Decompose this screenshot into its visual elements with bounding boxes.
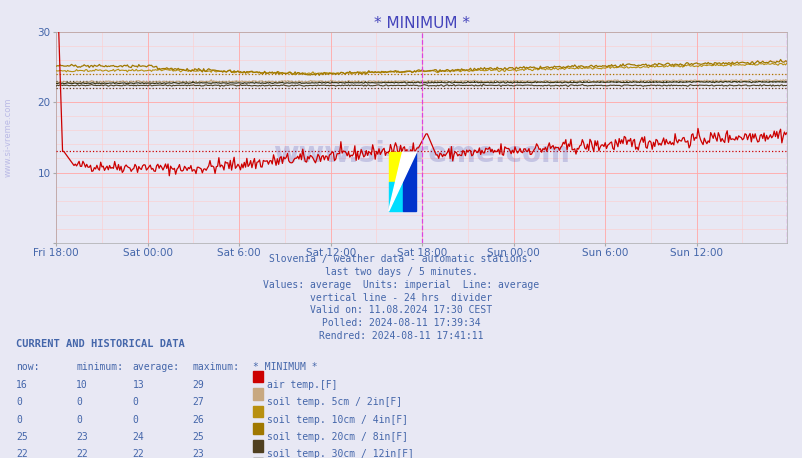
Bar xyxy=(388,182,402,211)
Text: now:: now: xyxy=(16,362,39,372)
Text: 25: 25 xyxy=(192,432,205,442)
Text: 0: 0 xyxy=(16,414,22,425)
Text: * MINIMUM *: * MINIMUM * xyxy=(253,362,317,372)
Text: last two days / 5 minutes.: last two days / 5 minutes. xyxy=(325,267,477,277)
Text: 0: 0 xyxy=(76,414,82,425)
Text: 0: 0 xyxy=(16,397,22,407)
Text: 22: 22 xyxy=(76,449,88,458)
Text: www.si-vreme.com: www.si-vreme.com xyxy=(3,98,13,177)
Text: Valid on: 11.08.2024 17:30 CEST: Valid on: 11.08.2024 17:30 CEST xyxy=(310,305,492,316)
Text: average:: average: xyxy=(132,362,180,372)
Text: 23: 23 xyxy=(76,432,88,442)
Text: Values: average  Units: imperial  Line: average: Values: average Units: imperial Line: av… xyxy=(263,280,539,290)
Bar xyxy=(402,152,416,211)
Text: 23: 23 xyxy=(192,449,205,458)
Text: soil temp. 5cm / 2in[F]: soil temp. 5cm / 2in[F] xyxy=(267,397,402,407)
Text: vertical line - 24 hrs  divider: vertical line - 24 hrs divider xyxy=(310,293,492,303)
Text: soil temp. 20cm / 8in[F]: soil temp. 20cm / 8in[F] xyxy=(267,432,408,442)
Text: minimum:: minimum: xyxy=(76,362,124,372)
Text: 25: 25 xyxy=(16,432,28,442)
Text: 26: 26 xyxy=(192,414,205,425)
Text: www.si-vreme.com: www.si-vreme.com xyxy=(273,140,569,168)
Text: 0: 0 xyxy=(132,414,138,425)
Text: 24: 24 xyxy=(132,432,144,442)
Text: CURRENT AND HISTORICAL DATA: CURRENT AND HISTORICAL DATA xyxy=(16,338,184,349)
Text: 10: 10 xyxy=(76,380,88,390)
Text: 0: 0 xyxy=(76,397,82,407)
Text: 22: 22 xyxy=(16,449,28,458)
Text: 29: 29 xyxy=(192,380,205,390)
Bar xyxy=(388,152,402,182)
Polygon shape xyxy=(388,152,416,211)
Text: 22: 22 xyxy=(132,449,144,458)
Text: soil temp. 10cm / 4in[F]: soil temp. 10cm / 4in[F] xyxy=(267,414,408,425)
Title: * MINIMUM *: * MINIMUM * xyxy=(373,16,469,31)
Text: Polled: 2024-08-11 17:39:34: Polled: 2024-08-11 17:39:34 xyxy=(322,318,480,328)
Text: 16: 16 xyxy=(16,380,28,390)
Text: 27: 27 xyxy=(192,397,205,407)
Text: Rendred: 2024-08-11 17:41:11: Rendred: 2024-08-11 17:41:11 xyxy=(319,331,483,341)
Text: 0: 0 xyxy=(132,397,138,407)
Text: Slovenia / weather data - automatic stations.: Slovenia / weather data - automatic stat… xyxy=(269,254,533,264)
Text: 13: 13 xyxy=(132,380,144,390)
Text: soil temp. 30cm / 12in[F]: soil temp. 30cm / 12in[F] xyxy=(267,449,414,458)
Text: air temp.[F]: air temp.[F] xyxy=(267,380,338,390)
Text: maximum:: maximum: xyxy=(192,362,240,372)
